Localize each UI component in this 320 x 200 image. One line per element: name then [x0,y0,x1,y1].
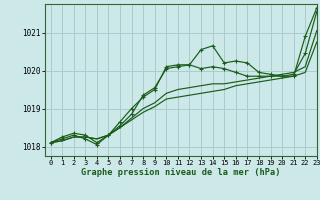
X-axis label: Graphe pression niveau de la mer (hPa): Graphe pression niveau de la mer (hPa) [81,168,281,177]
